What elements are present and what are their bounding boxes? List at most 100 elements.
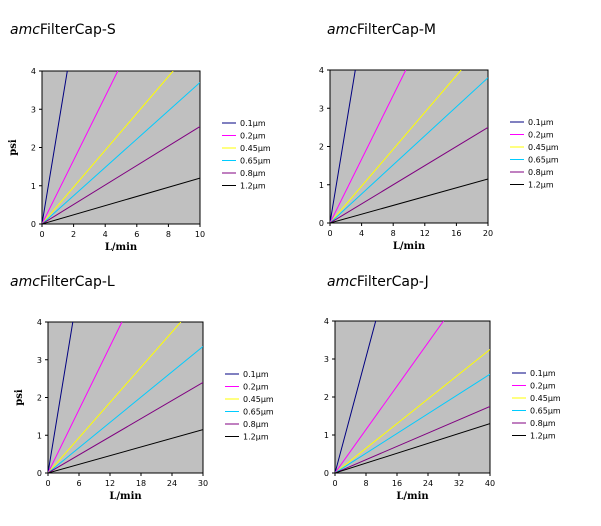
chart-plot: 0 1 2 3 4 0 2 4 6 8 10 L/min psi 0.1μm 0.2μm 0.45μm 0.65…	[8, 67, 271, 253]
x-axis-label: L/min	[105, 242, 138, 253]
series-line	[335, 423, 490, 473]
series-line	[42, 126, 200, 224]
x-tick-label: 32	[454, 479, 464, 488]
y-axis-label: psi	[8, 139, 19, 156]
series-line	[335, 406, 490, 473]
x-tick-label: 24	[167, 479, 177, 488]
y-tick-label: 3	[324, 355, 329, 364]
y-tick-label: 2	[37, 394, 42, 403]
x-tick-label: 0	[327, 229, 332, 238]
chart-plot: 01234048121620L/minpsi0.1μm0.2μm0.45μm0.…	[296, 66, 559, 252]
series-line	[48, 322, 123, 473]
chart-filtercap-m: amcFilterCap-M 01234048121620L/minpsi0.1…	[296, 0, 601, 263]
legend-label: 0.1μm	[240, 119, 266, 128]
chart-title-prefix: amc	[10, 274, 40, 290]
legend-label: 0.2μm	[240, 132, 266, 141]
x-tick-label: 0	[45, 479, 50, 488]
legend-label: 0.2μm	[530, 382, 556, 391]
x-tick-label: 40	[485, 479, 495, 488]
chart-filtercap-j: amcFilterCap-J 012340816243240L/minpsi0.…	[301, 252, 601, 515]
series-line	[48, 346, 203, 473]
legend-label: 1.2μm	[530, 432, 556, 441]
y-tick-label: 1	[319, 181, 324, 190]
x-tick-label: 6	[76, 479, 81, 488]
y-tick-label: 1	[37, 431, 42, 440]
chart-title-main: FilterCap-M	[356, 22, 436, 38]
y-tick-label: 3	[31, 105, 36, 114]
legend-label: 0.2μm	[243, 383, 269, 392]
chart-title-main: FilterCap-J	[356, 274, 429, 290]
legend-label: 0.1μm	[528, 118, 554, 127]
chart-filtercap-s: amcFilterCap-S 0 1 2 3 4 0 2 4 6 8 10 L/min psi 0.1μm…	[0, 0, 300, 263]
series-line	[335, 349, 490, 473]
legend-label: 0.8μm	[243, 420, 269, 429]
chart-title-prefix: amc	[327, 22, 357, 38]
y-tick-label: 1	[324, 431, 329, 440]
chart-title-main: FilterCap-L	[39, 274, 115, 290]
legend-label: 0.1μm	[530, 369, 556, 378]
x-tick-label: 16	[451, 229, 461, 238]
y-tick-label: 3	[319, 104, 324, 113]
x-tick-label: 30	[198, 479, 208, 488]
y-tick-label: 4	[324, 317, 329, 326]
plot-area	[47, 321, 204, 474]
legend-label: 0.45μm	[528, 143, 559, 152]
plot-area	[329, 69, 489, 224]
plot-area	[334, 320, 491, 474]
y-tick-label: 4	[319, 66, 324, 75]
legend-label: 0.8μm	[530, 419, 556, 428]
series-line	[330, 70, 356, 223]
series-line	[42, 177, 200, 224]
legend-label: 0.65μm	[530, 407, 561, 416]
chart-filtercap-l: amcFilterCap-L 0 1 2 3 4 0 6 12 18 24 30 L/min psi 0.…	[0, 252, 300, 515]
legend-label: 0.65μm	[240, 157, 271, 166]
chart-title: amcFilterCap-M	[327, 22, 436, 38]
y-axis-label: psi	[14, 389, 25, 406]
y-tick-label: 3	[37, 356, 42, 365]
x-tick-label: 4	[103, 230, 108, 239]
x-tick-label: 6	[134, 230, 139, 239]
x-axis-label: L/min	[393, 241, 426, 252]
chart-title: amcFilterCap-L	[10, 274, 115, 290]
legend-label: 0.1μm	[243, 370, 269, 379]
x-tick-label: 12	[420, 229, 430, 238]
y-tick-label: 0	[37, 469, 42, 478]
y-tick-label: 0	[324, 469, 329, 478]
legend-label: 1.2μm	[240, 182, 266, 191]
x-tick-label: 0	[39, 230, 44, 239]
y-tick-label: 2	[31, 144, 36, 153]
series-line	[42, 82, 200, 224]
legend-label: 0.45μm	[243, 395, 274, 404]
series-line	[42, 71, 119, 224]
chart-title-prefix: amc	[10, 22, 40, 38]
chart-title-prefix: amc	[327, 274, 357, 290]
legend-label: 0.8μm	[528, 168, 554, 177]
series-line	[42, 71, 174, 224]
x-tick-label: 4	[359, 229, 364, 238]
series-line	[335, 321, 377, 473]
x-tick-label: 16	[392, 479, 402, 488]
x-tick-label: 8	[166, 230, 171, 239]
y-tick-label: 4	[37, 318, 42, 327]
y-tick-label: 1	[31, 182, 36, 191]
y-tick-label: 2	[324, 393, 329, 402]
series-line	[330, 70, 462, 223]
y-tick-label: 2	[319, 143, 324, 152]
series-line	[42, 71, 68, 224]
y-tick-label: 4	[31, 67, 36, 76]
chart-title-main: FilterCap-S	[39, 22, 116, 38]
x-axis-label: L/min	[396, 491, 429, 502]
series-line	[335, 373, 490, 473]
legend-label: 0.65μm	[243, 408, 274, 417]
legend-label: 0.45μm	[240, 144, 271, 153]
x-tick-label: 24	[423, 479, 433, 488]
series-line	[335, 321, 444, 473]
x-tick-label: 10	[195, 230, 205, 239]
legend-label: 0.2μm	[528, 131, 554, 140]
series-line	[330, 126, 488, 223]
x-axis-label: L/min	[109, 491, 142, 502]
legend-label: 0.45μm	[530, 394, 561, 403]
legend-label: 1.2μm	[243, 433, 269, 442]
series-line	[330, 70, 407, 223]
series-line	[48, 322, 74, 473]
